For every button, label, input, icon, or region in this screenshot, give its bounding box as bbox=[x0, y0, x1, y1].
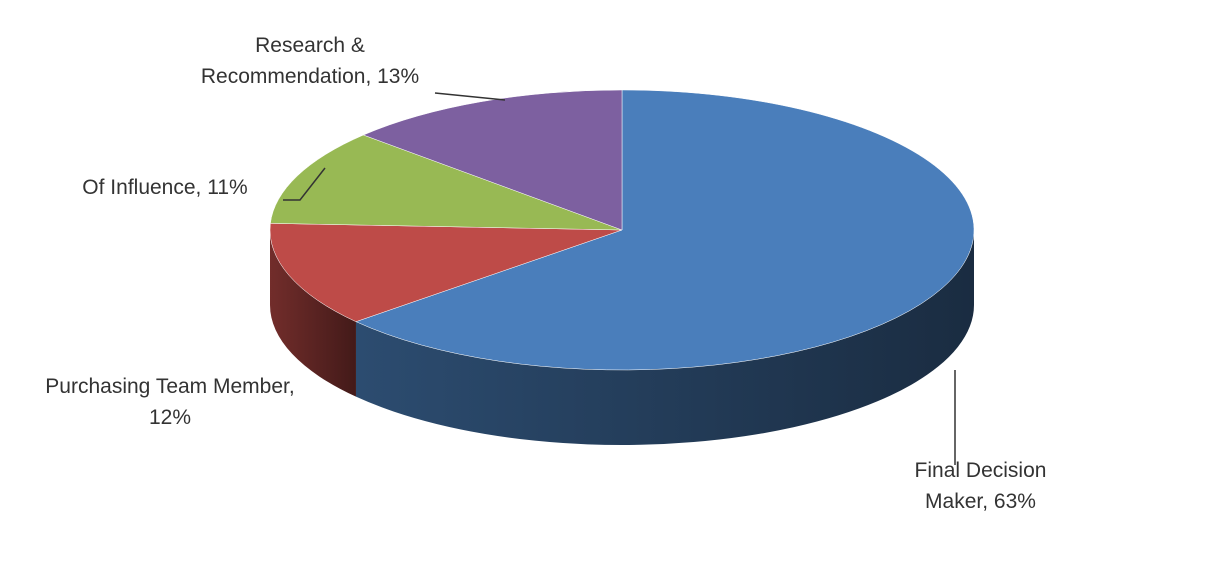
label-name: Final Decision Maker bbox=[914, 459, 1053, 513]
slice bbox=[270, 134, 623, 231]
sides bbox=[270, 230, 974, 446]
slice bbox=[362, 89, 623, 231]
slice bbox=[269, 223, 623, 322]
slice-side bbox=[355, 230, 974, 446]
label-name: Purchasing Team Member bbox=[45, 375, 289, 398]
label-value: 63% bbox=[993, 490, 1036, 513]
label-separator: , bbox=[195, 176, 208, 199]
data-label: Purchasing Team Member, 12% bbox=[40, 371, 300, 433]
label-value: 12% bbox=[148, 406, 192, 429]
label-separator: , bbox=[982, 490, 994, 513]
slice-side bbox=[270, 230, 356, 397]
data-label: Research & Recommendation, 13% bbox=[180, 30, 440, 92]
label-name: Of Influence bbox=[82, 176, 196, 199]
leader-line bbox=[283, 167, 326, 201]
data-label: Of Influence, 11% bbox=[30, 172, 300, 203]
label-name: Research & Recommendation bbox=[200, 34, 371, 88]
label-separator: , bbox=[365, 65, 378, 88]
slice bbox=[355, 89, 975, 371]
data-label: Final Decision Maker, 63% bbox=[893, 455, 1068, 517]
label-value: 13% bbox=[377, 65, 420, 88]
tops bbox=[269, 89, 975, 371]
label-separator: , bbox=[288, 375, 301, 398]
leader-line bbox=[434, 92, 506, 101]
label-value: 11% bbox=[207, 176, 248, 199]
